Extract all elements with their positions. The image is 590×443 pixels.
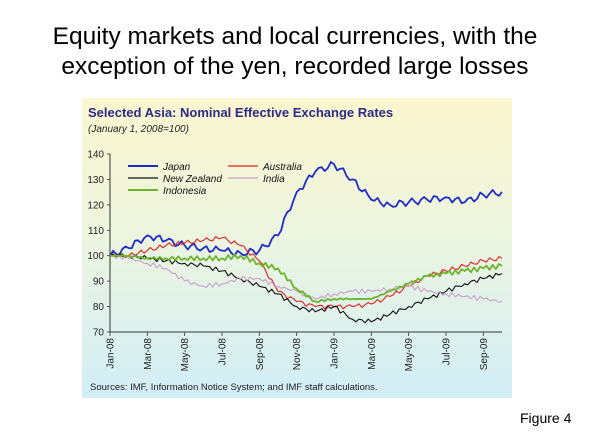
series-line-indonesia: [109, 253, 503, 304]
chart-panel: Selected Asia: Nominal Effective Exchang…: [82, 98, 512, 398]
x-tick-label: Sep-09: [479, 338, 490, 371]
y-tick-label: 90: [93, 277, 105, 288]
chart-source: Sources: IMF, Information Notice System;…: [90, 382, 378, 393]
x-tick-label: Jan-09: [330, 338, 341, 369]
x-tick-label: Mar-08: [143, 338, 154, 370]
y-tick-label: 140: [87, 150, 104, 161]
x-tick-label: May-08: [180, 338, 191, 372]
y-tick-label: 130: [87, 175, 104, 186]
chart-subtitle: (January 1, 2008=100): [88, 124, 189, 135]
figure-label: Figure 4: [520, 410, 572, 426]
series-line-new-zealand: [109, 253, 503, 324]
series-line-japan: [109, 161, 503, 257]
x-tick-label: Nov-08: [292, 338, 303, 371]
y-tick-label: 70: [93, 328, 105, 339]
x-tick-label: Sep-08: [255, 338, 266, 371]
series-line-india: [109, 254, 503, 303]
legend-label-japan: Japan: [162, 162, 191, 173]
x-tick-label: May-09: [404, 338, 415, 372]
legend-label-india: India: [263, 174, 285, 185]
series-line-australia: [109, 236, 503, 310]
y-tick-label: 110: [88, 226, 104, 237]
line-chart: 70 80 90 100 110 120 130 140 Jan-08 Mar-08 May-08 J…: [87, 150, 503, 372]
y-tick-label: 80: [93, 302, 105, 313]
x-tick-label: Jul-09: [442, 338, 453, 366]
chart-title: Selected Asia: Nominal Effective Exchang…: [88, 105, 394, 120]
y-tick-label: 120: [87, 200, 104, 211]
legend-label-australia: Australia: [262, 162, 302, 173]
slide-title-line-2: exception of the yen, recorded large los…: [61, 53, 529, 80]
legend-label-indonesia: Indonesia: [163, 186, 207, 197]
legend-label-new-zealand: New Zealand: [163, 174, 222, 185]
x-tick-label: Jul-08: [218, 338, 229, 366]
y-tick-label: 100: [87, 251, 104, 262]
slide-title: Equity markets and local currencies, wit…: [0, 22, 590, 82]
x-tick-label: Jan-08: [106, 338, 117, 369]
slide-title-line-1: Equity markets and local currencies, wit…: [52, 23, 538, 50]
x-tick-label: Mar-09: [367, 338, 378, 370]
